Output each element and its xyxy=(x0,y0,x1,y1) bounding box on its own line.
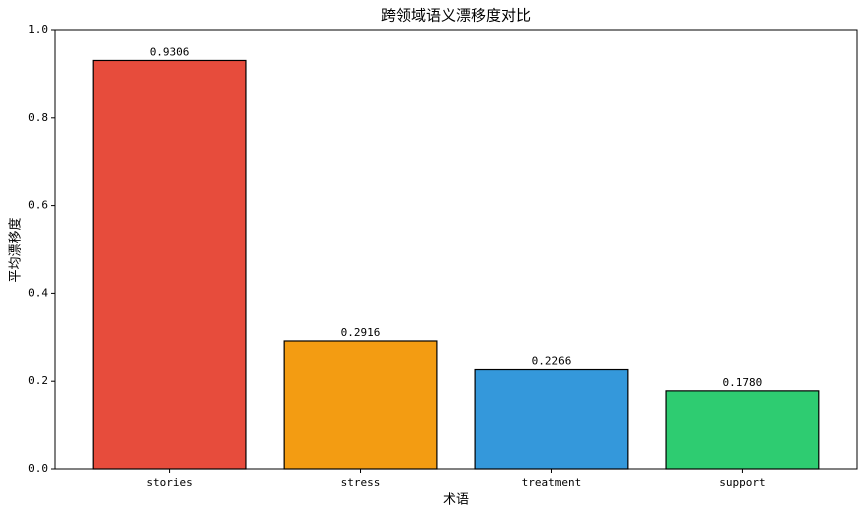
y-tick-label: 1.0 xyxy=(28,23,48,36)
y-tick-label: 0.6 xyxy=(28,199,48,212)
value-label: 0.9306 xyxy=(150,45,190,58)
y-axis-label: 平均漂移度 xyxy=(8,217,24,282)
bar xyxy=(92,59,247,470)
value-label: 0.1780 xyxy=(723,376,763,389)
bar xyxy=(474,368,629,470)
x-tick-label: support xyxy=(719,476,765,489)
x-tick-label: treatment xyxy=(522,476,582,489)
x-axis-label: 术语 xyxy=(443,493,469,508)
value-label: 0.2916 xyxy=(341,326,381,339)
chart-title: 跨领域语义漂移度对比 xyxy=(381,7,531,25)
bar xyxy=(283,340,438,470)
y-tick-label: 0.8 xyxy=(28,111,48,124)
y-tick-label: 0.4 xyxy=(28,286,48,299)
plot-frame xyxy=(54,29,858,470)
y-tick-label: 0.0 xyxy=(28,462,48,475)
x-tick-label: stress xyxy=(341,476,381,489)
value-label: 0.2266 xyxy=(532,355,572,368)
x-tick-label: stories xyxy=(146,476,192,489)
y-tick-label: 0.2 xyxy=(28,374,48,387)
bar xyxy=(665,390,820,470)
